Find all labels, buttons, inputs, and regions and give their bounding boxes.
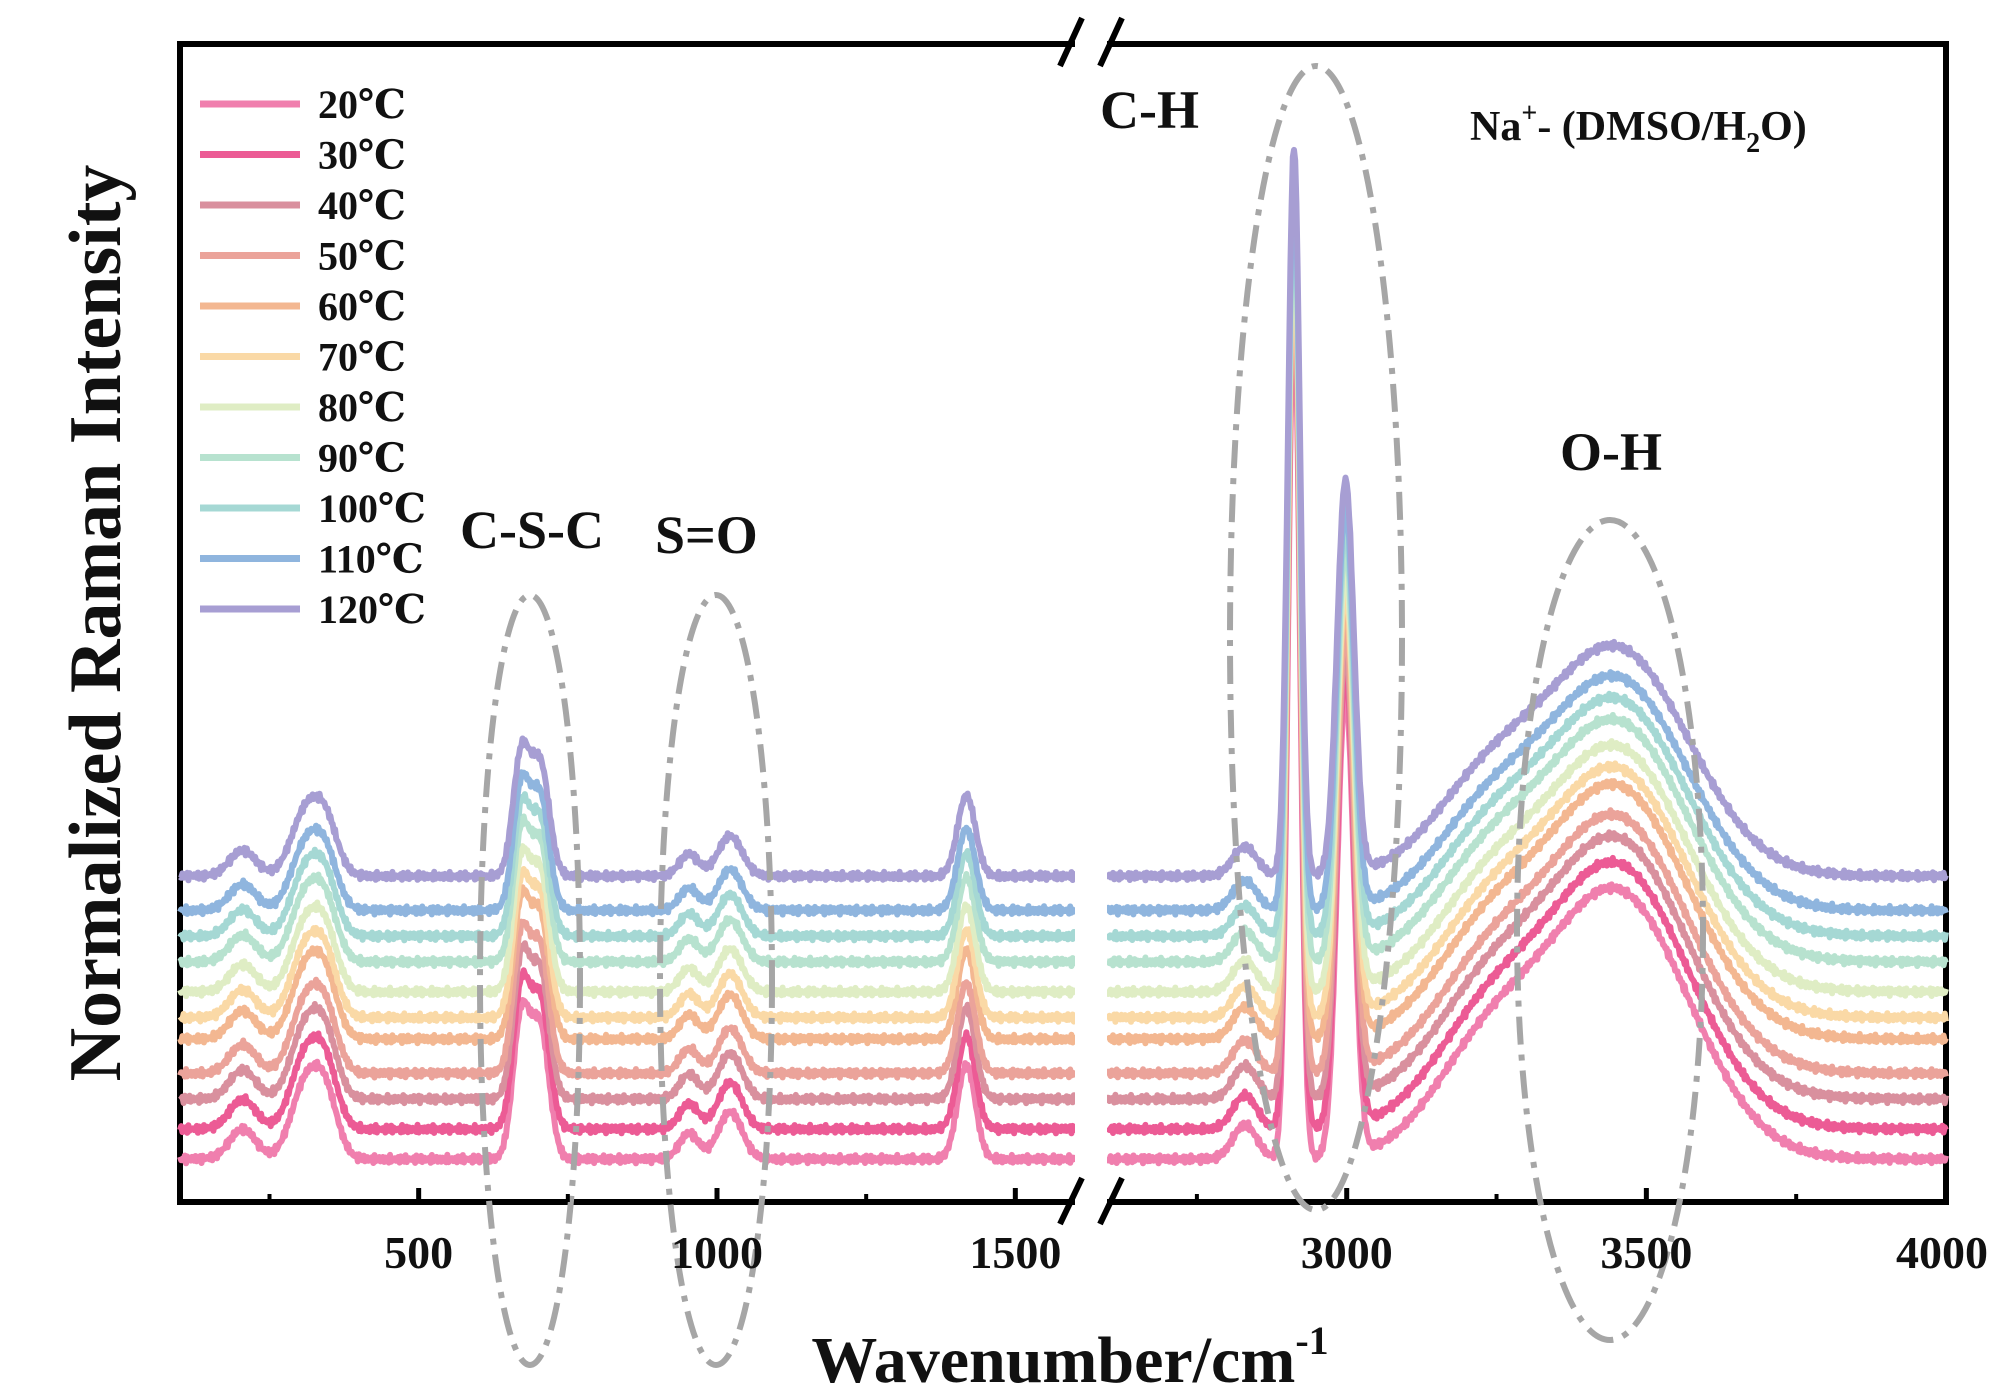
series-line-80c-seg2 <box>1104 208 1949 999</box>
sample-label: Na+- (DMSO/H2O) <box>1470 98 1807 159</box>
legend-label-100c: 100℃ <box>318 486 426 531</box>
band-ellipses <box>477 63 1706 1368</box>
break-top-1 <box>1057 16 1085 68</box>
series-line-110c-seg1 <box>177 769 1078 918</box>
series-line-60c-seg2 <box>1105 231 1949 1047</box>
x-tick-label-1500: 1500 <box>969 1227 1061 1278</box>
series-line-40c-seg2 <box>1105 267 1949 1107</box>
legend-label-30c: 30℃ <box>318 133 406 178</box>
series-line-110c-seg2 <box>1104 164 1949 918</box>
series-line-50c-seg2 <box>1104 250 1949 1081</box>
series-line-60c-seg1 <box>177 884 1078 1047</box>
series-line-30c-seg2 <box>1105 279 1949 1137</box>
plot-frame <box>177 41 1949 1205</box>
annotation-ch: C-H <box>1100 80 1199 140</box>
series-line-20c-seg2 <box>1104 298 1949 1167</box>
x-tick-label-1000: 1000 <box>671 1227 763 1278</box>
legend-label-60c: 60℃ <box>318 284 406 329</box>
tick-group: 500 1000 1500 3000 3500 4000 <box>267 1188 1988 1278</box>
ellipse-oh <box>1514 517 1706 1343</box>
axis-break-marks <box>1057 16 1125 1226</box>
x-tick-label-4000: 4000 <box>1896 1227 1988 1278</box>
x-tick-label-500: 500 <box>384 1227 453 1278</box>
y-axis-label: Normalized Raman Intensity <box>55 165 137 1082</box>
series-line-50c-seg1 <box>177 918 1078 1081</box>
series-line-90c-seg1 <box>177 813 1078 970</box>
break-bottom-2 <box>1097 1176 1125 1226</box>
annotation-so: S=O <box>655 505 758 565</box>
legend: 20℃ 30℃ 40℃ 50℃ 60℃ 70℃ 80℃ 90℃ 100℃ 110℃ 120℃ <box>200 82 426 632</box>
x-tick-label-3000: 3000 <box>1301 1227 1393 1278</box>
series-line-100c-seg1 <box>177 791 1078 944</box>
sample-label-prefix: Na <box>1470 104 1521 150</box>
ellipse-ch <box>1227 63 1405 1213</box>
series-line-120c-seg1 <box>178 735 1078 884</box>
legend-label-110c: 110℃ <box>318 537 424 582</box>
series-line-30c-seg1 <box>177 967 1077 1137</box>
break-top-2 <box>1097 16 1125 68</box>
x-axis-label: Wavenumber/cm-1 <box>811 1318 1328 1392</box>
x-axis-label-text: Wavenumber/cm <box>811 1324 1295 1392</box>
legend-label-20c: 20℃ <box>318 82 406 127</box>
legend-label-40c: 40℃ <box>318 183 406 228</box>
sample-label-sup: + <box>1521 98 1537 129</box>
legend-label-80c: 80℃ <box>318 385 406 430</box>
series-line-70c-seg1 <box>177 866 1078 1025</box>
series-line-80c-seg1 <box>177 843 1078 1000</box>
sample-label-mid: - (DMSO/H <box>1537 104 1746 150</box>
series-line-90c-seg2 <box>1105 188 1949 969</box>
break-bottom-1 <box>1057 1176 1085 1226</box>
series-line-20c-seg1 <box>177 997 1078 1167</box>
annotation-oh: O-H <box>1560 422 1662 482</box>
legend-label-50c: 50℃ <box>318 234 406 279</box>
x-axis-label-sup: -1 <box>1295 1318 1328 1363</box>
sample-label-suffix: O) <box>1760 104 1807 150</box>
series-line-120c-seg2 <box>1105 146 1949 884</box>
sample-label-sub: 2 <box>1746 128 1760 159</box>
legend-label-70c: 70℃ <box>318 335 406 380</box>
ellipse-so <box>657 592 775 1368</box>
series-line-40c-seg1 <box>178 940 1078 1107</box>
ellipse-csc <box>477 592 583 1368</box>
legend-label-120c: 120℃ <box>318 587 426 632</box>
axis-break-gap <box>1075 30 1107 1220</box>
legend-label-90c: 90℃ <box>318 436 406 481</box>
annotation-csc: C-S-C <box>460 500 604 560</box>
x-tick-label-3500: 3500 <box>1600 1227 1692 1278</box>
